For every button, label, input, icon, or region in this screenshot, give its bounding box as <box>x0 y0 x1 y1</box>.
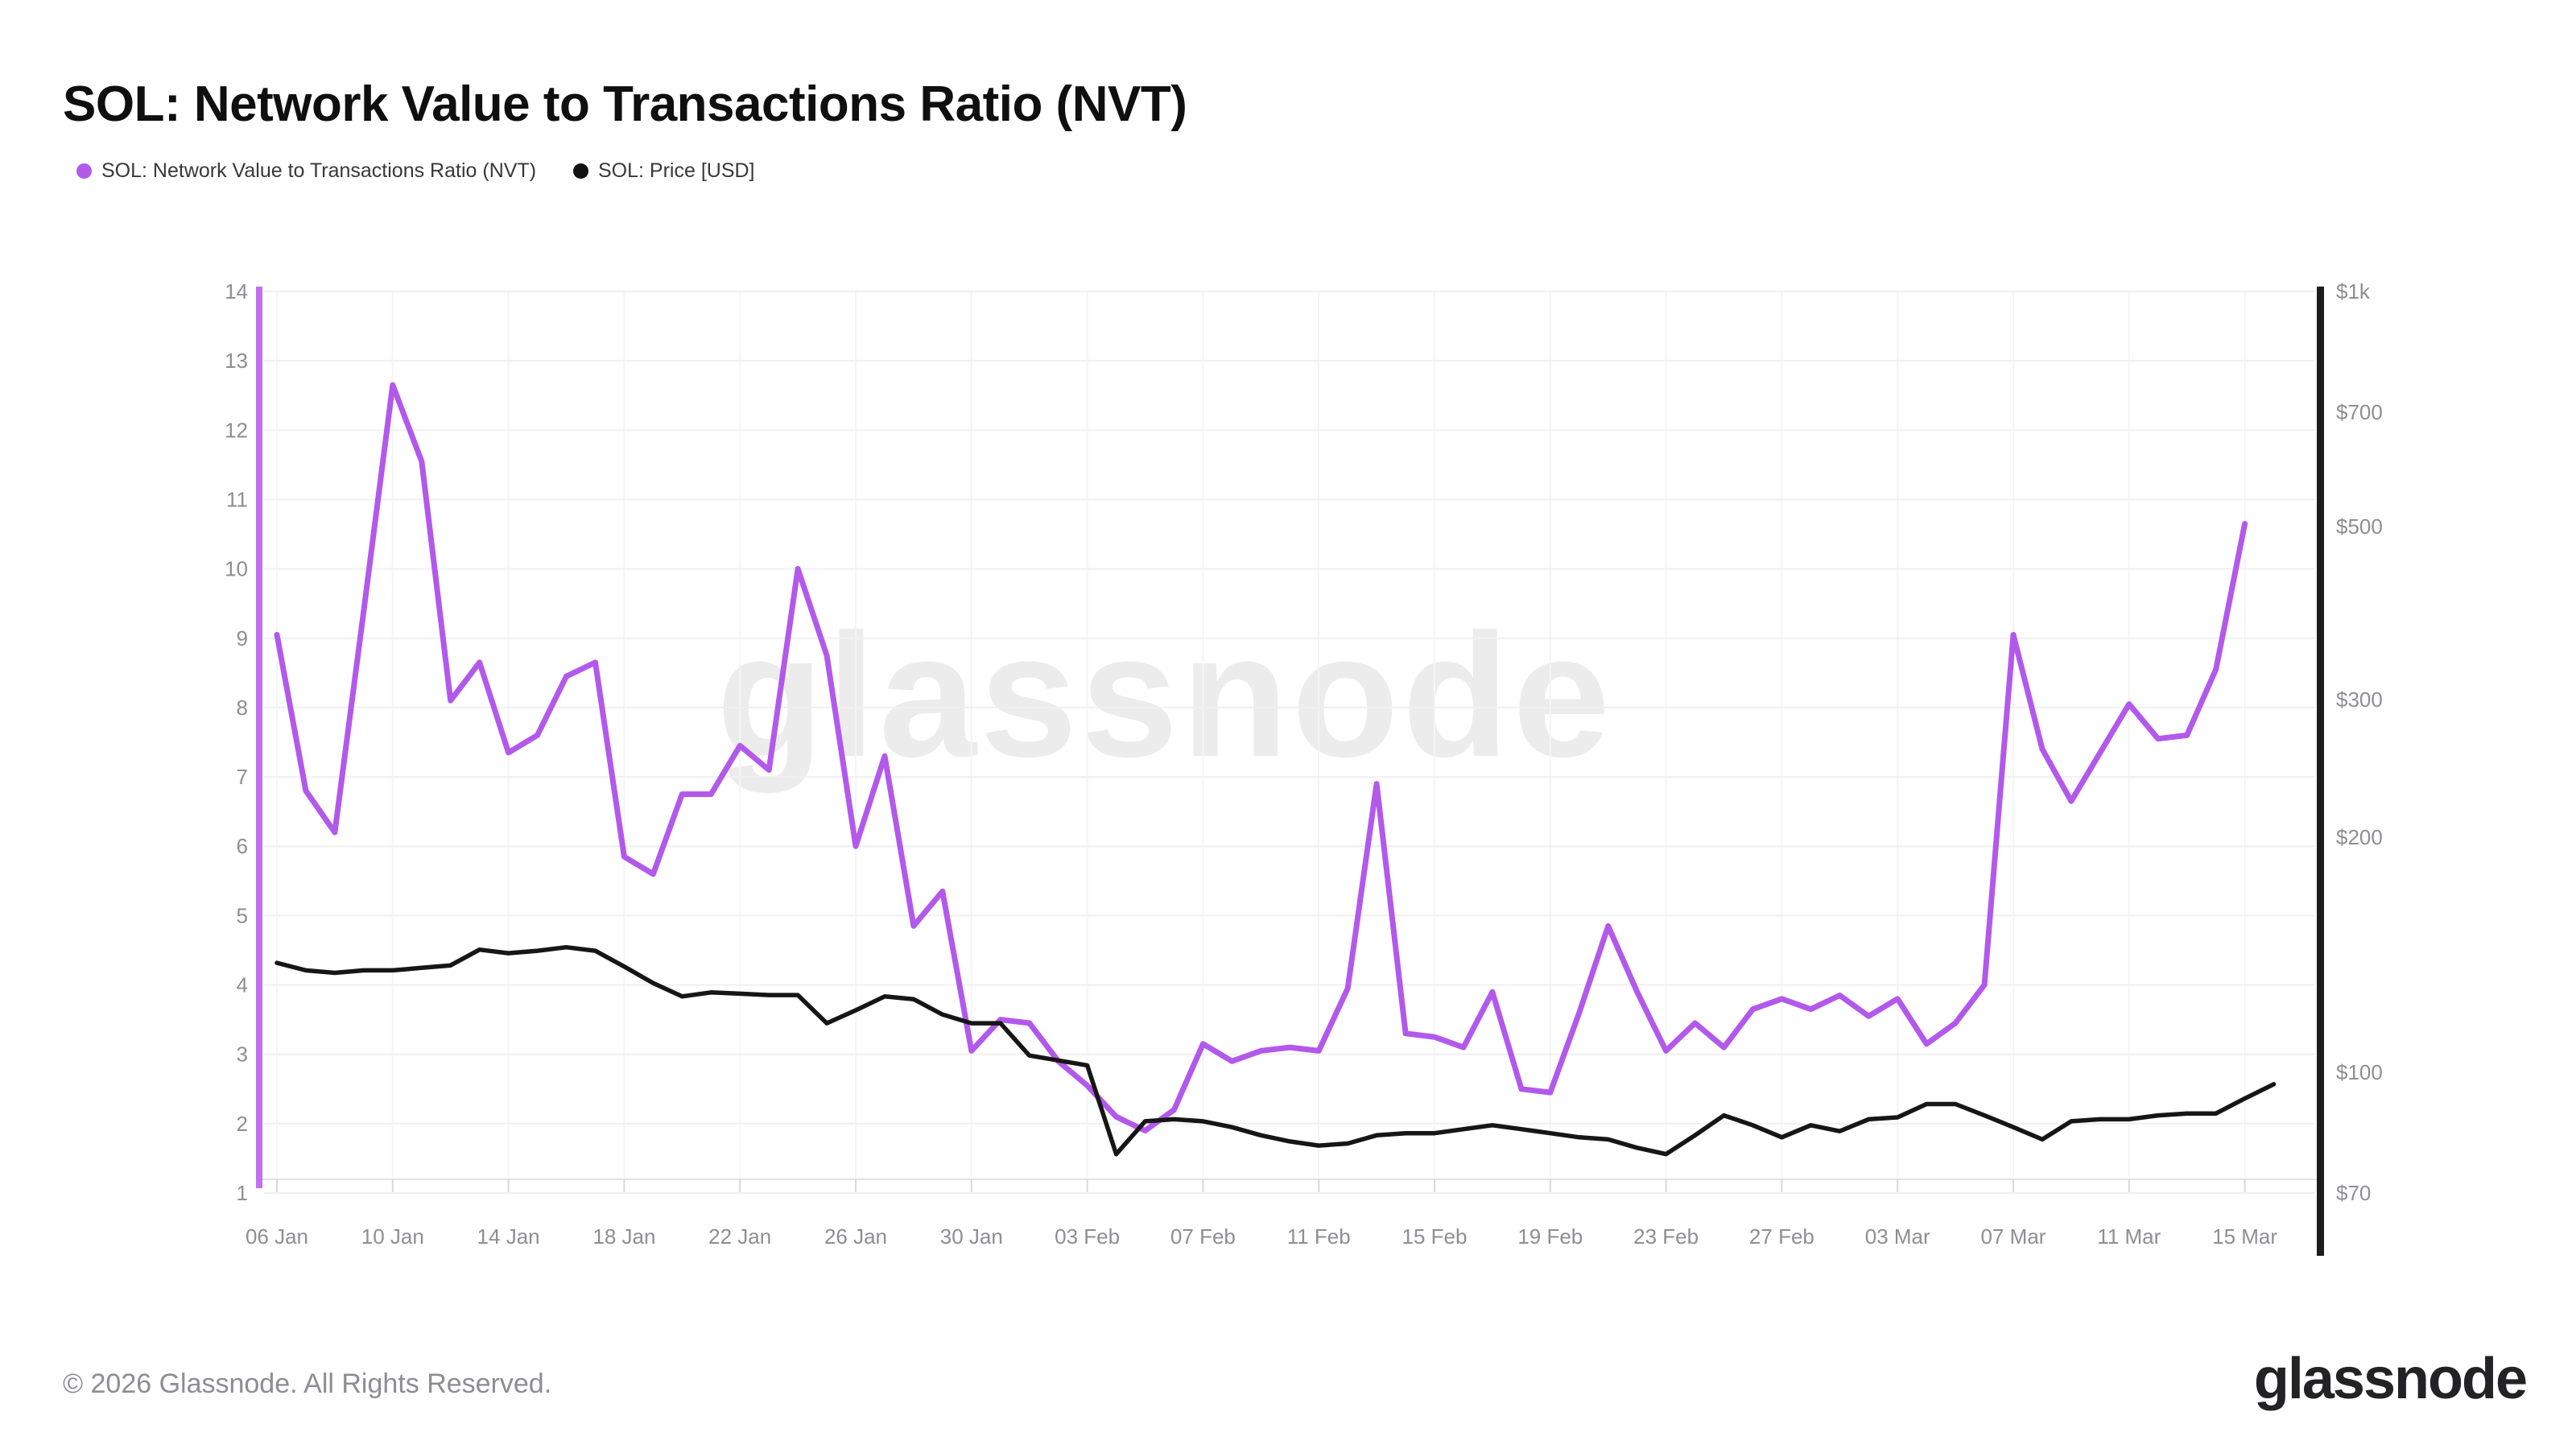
right-axis-bar <box>2317 287 2324 1256</box>
x-axis-tick-label: 15 Feb <box>1402 1224 1468 1249</box>
x-axis-tick-label: 30 Jan <box>940 1224 1003 1249</box>
left-axis-tick-label: 9 <box>237 626 248 650</box>
left-axis-tick-label: 8 <box>237 696 248 720</box>
left-axis-tick-label: 14 <box>225 279 248 303</box>
legend: SOL: Network Value to Transactions Ratio… <box>0 151 2576 190</box>
x-axis-tick-label: 26 Jan <box>824 1224 887 1249</box>
page-title: SOL: Network Value to Transactions Ratio… <box>63 76 1187 132</box>
x-axis-tick-label: 18 Jan <box>592 1224 655 1249</box>
x-axis-tick-label: 06 Jan <box>246 1224 308 1249</box>
x-axis-tick-label: 03 Mar <box>1865 1224 1930 1249</box>
right-axis-tick-label: $300 <box>2336 687 2383 712</box>
left-axis-bar <box>256 287 262 1188</box>
legend-dot-price-icon <box>573 163 588 179</box>
left-axis-tick-label: 10 <box>225 557 248 581</box>
right-axis-tick-label: $200 <box>2336 825 2383 849</box>
x-axis-tick-label: 11 Feb <box>1287 1224 1351 1249</box>
right-axis-tick-label: $100 <box>2336 1060 2383 1084</box>
legend-label-nvt: SOL: Network Value to Transactions Ratio… <box>101 159 537 182</box>
x-axis-tick-label: 27 Feb <box>1749 1224 1814 1249</box>
x-axis-tick-label: 22 Jan <box>708 1224 771 1249</box>
left-axis-tick-label: 2 <box>237 1112 248 1136</box>
glassnode-logo: glassnode <box>2253 1347 2528 1411</box>
x-axis-tick-label: 10 Jan <box>361 1224 424 1249</box>
x-axis-tick-label: 15 Mar <box>2212 1224 2277 1249</box>
x-axis-tick-label: 14 Jan <box>477 1224 540 1249</box>
x-axis-tick-label: 07 Mar <box>1981 1224 2046 1249</box>
left-axis-tick-label: 4 <box>237 973 248 997</box>
legend-item-nvt[interactable]: SOL: Network Value to Transactions Ratio… <box>76 151 536 190</box>
right-axis-tick-label: $700 <box>2336 400 2383 424</box>
x-axis-tick-label: 23 Feb <box>1633 1224 1699 1249</box>
glassnode-watermark: glassnode <box>716 598 1614 794</box>
nvt-line-series <box>274 382 2248 1133</box>
copyright-text: © 2026 Glassnode. All Rights Reserved. <box>63 1368 552 1399</box>
left-axis-tick-label: 12 <box>225 418 248 442</box>
legend-dot-nvt-icon <box>76 163 92 179</box>
x-axis-tick-label: 19 Feb <box>1517 1224 1583 1249</box>
legend-label-price: SOL: Price [USD] <box>598 159 755 182</box>
legend-item-price[interactable]: SOL: Price [USD] <box>573 151 755 190</box>
price-line-series <box>275 944 2277 1157</box>
left-axis-tick-label: 3 <box>237 1042 248 1067</box>
right-axis-tick-label: $1k <box>2336 279 2371 303</box>
left-axis-tick-label: 1 <box>237 1181 248 1205</box>
right-axis-tick-label: $500 <box>2336 514 2383 539</box>
x-axis-tick-label: 03 Feb <box>1055 1224 1120 1249</box>
right-axis-tick-label: $70 <box>2336 1181 2371 1205</box>
left-axis-tick-label: 11 <box>226 487 248 511</box>
left-axis-tick-label: 7 <box>237 765 248 789</box>
left-axis-tick-label: 6 <box>237 834 248 858</box>
x-axis-tick-label: 11 Mar <box>2097 1224 2161 1249</box>
x-axis-tick-label: 07 Feb <box>1170 1224 1236 1249</box>
left-axis-tick-label: 5 <box>237 903 248 927</box>
left-axis-tick-label: 13 <box>225 349 248 373</box>
